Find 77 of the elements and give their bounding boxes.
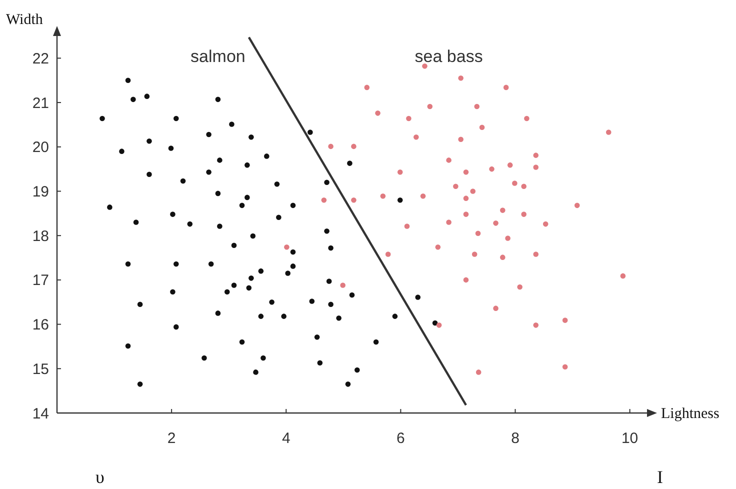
point bbox=[404, 224, 410, 229]
point bbox=[463, 196, 469, 201]
y-tick-label: 22 bbox=[32, 50, 49, 68]
y-tick-label: 20 bbox=[32, 139, 49, 156]
point bbox=[435, 244, 441, 250]
text: salmon bbox=[190, 47, 246, 66]
point bbox=[406, 116, 412, 122]
y-tick-label: 17 bbox=[32, 272, 49, 290]
y-tick-label: 14 bbox=[32, 405, 49, 422]
point bbox=[284, 244, 290, 250]
point bbox=[479, 124, 485, 130]
point bbox=[533, 252, 539, 257]
point bbox=[533, 322, 539, 328]
point bbox=[446, 220, 452, 225]
point bbox=[493, 306, 498, 311]
point bbox=[493, 220, 498, 226]
x-axis-title: Lightness bbox=[661, 406, 720, 422]
point bbox=[521, 184, 526, 189]
x-tick-label: 8 bbox=[511, 430, 520, 447]
point bbox=[524, 116, 530, 122]
point bbox=[620, 273, 626, 279]
point bbox=[517, 284, 522, 290]
point bbox=[474, 104, 480, 110]
point bbox=[503, 84, 509, 90]
point bbox=[574, 202, 580, 208]
x-tick-label: 6 bbox=[396, 430, 405, 447]
y-axis-title: Width bbox=[6, 12, 44, 28]
point bbox=[446, 158, 452, 163]
y-tick-label: 15 bbox=[32, 360, 49, 378]
x-tick-label: 2 bbox=[167, 430, 176, 447]
point bbox=[340, 282, 346, 288]
point bbox=[476, 370, 482, 375]
x-tick-label: 4 bbox=[282, 430, 290, 447]
point bbox=[397, 170, 403, 175]
point bbox=[463, 170, 469, 175]
y-tick-label: 19 bbox=[32, 183, 49, 200]
y-tick-label: 18 bbox=[32, 228, 49, 245]
text: υ bbox=[96, 467, 105, 487]
point bbox=[414, 134, 419, 140]
point bbox=[351, 144, 356, 150]
point bbox=[489, 166, 494, 172]
point bbox=[385, 252, 391, 257]
point bbox=[453, 184, 458, 189]
point bbox=[606, 130, 612, 135]
point bbox=[472, 252, 478, 257]
point bbox=[533, 164, 539, 170]
point bbox=[470, 188, 476, 194]
point bbox=[321, 197, 327, 203]
point bbox=[328, 144, 334, 150]
point bbox=[422, 64, 428, 69]
point bbox=[507, 162, 513, 168]
series-label: sea bass bbox=[414, 47, 483, 66]
point bbox=[562, 364, 568, 370]
point bbox=[463, 277, 469, 283]
point bbox=[500, 208, 506, 213]
point bbox=[542, 221, 548, 227]
point bbox=[463, 212, 469, 217]
point bbox=[475, 230, 481, 236]
point bbox=[420, 193, 426, 199]
point bbox=[427, 104, 433, 110]
point bbox=[375, 110, 380, 116]
point bbox=[505, 236, 510, 241]
y-tick-label: 16 bbox=[32, 316, 49, 334]
point bbox=[458, 75, 464, 81]
text: I bbox=[657, 467, 663, 487]
point bbox=[500, 254, 506, 260]
point bbox=[351, 197, 356, 203]
point bbox=[562, 318, 568, 323]
point bbox=[512, 180, 518, 186]
y-tick-label: 21 bbox=[32, 94, 49, 112]
point bbox=[380, 193, 386, 199]
point bbox=[458, 136, 464, 142]
point bbox=[364, 84, 370, 90]
x-tick-label: 10 bbox=[621, 430, 638, 447]
point bbox=[533, 152, 539, 158]
point bbox=[521, 212, 526, 217]
point bbox=[436, 322, 442, 328]
